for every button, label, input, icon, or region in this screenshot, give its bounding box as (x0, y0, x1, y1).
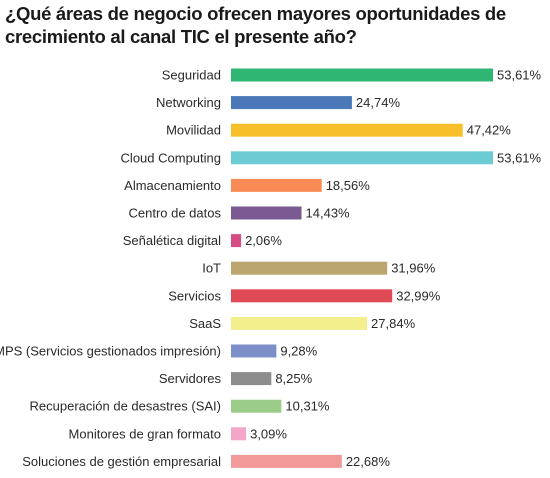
bar-senaletica-digital (231, 234, 242, 248)
bar-networking (231, 96, 352, 110)
value-label-mps-servicios-gestionados-impresion: 9,28% (280, 344, 317, 359)
bar-movilidad (231, 123, 463, 137)
bar-cloud-computing (231, 151, 493, 165)
value-label-seguridad: 53,61% (497, 68, 542, 83)
bar-iot (231, 261, 388, 275)
value-label-servidores: 8,25% (275, 371, 312, 386)
category-label-seguridad: Seguridad (162, 68, 221, 83)
category-label-servicios: Servicios (168, 288, 221, 303)
value-label-monitores-de-gran-formato: 3,09% (250, 426, 287, 441)
value-label-soluciones-de-gestion-empresarial: 22,68% (346, 454, 391, 469)
category-label-mps-servicios-gestionados-impresion: MPS (Servicios gestionados impresión) (0, 344, 221, 359)
category-label-centro-de-datos: Centro de datos (128, 206, 221, 221)
value-label-saas: 27,84% (371, 316, 416, 331)
value-label-iot: 31,96% (391, 261, 436, 276)
value-label-cloud-computing: 53,61% (497, 150, 542, 165)
value-label-centro-de-datos: 14,43% (306, 206, 351, 221)
bar-almacenamiento (231, 178, 322, 192)
category-label-almacenamiento: Almacenamiento (124, 178, 221, 193)
chart-title: ¿Qué áreas de negocio ofrecen mayores op… (5, 3, 506, 47)
category-label-soluciones-de-gestion-empresarial: Soluciones de gestión empresarial (22, 454, 221, 469)
category-label-senaletica-digital: Señalética digital (123, 233, 221, 248)
bar-saas (231, 316, 368, 330)
value-label-almacenamiento: 18,56% (326, 178, 371, 193)
value-label-senaletica-digital: 2,06% (245, 233, 282, 248)
bar-monitores-de-gran-formato (231, 427, 247, 441)
value-label-recuperacion-de-desastres-sai: 10,31% (285, 399, 330, 414)
category-label-movilidad: Movilidad (166, 123, 221, 138)
bar-servicios (231, 289, 393, 303)
category-label-saas: SaaS (189, 316, 221, 331)
category-label-servidores: Servidores (159, 371, 222, 386)
bar-soluciones-de-gestion-empresarial (231, 454, 342, 468)
bar-seguridad (231, 68, 493, 82)
category-label-networking: Networking (156, 95, 221, 110)
bar-mps-servicios-gestionados-impresion (231, 344, 277, 358)
bar-centro-de-datos (231, 206, 302, 220)
category-label-cloud-computing: Cloud Computing (121, 150, 221, 165)
category-label-recuperacion-de-desastres-sai: Recuperación de desastres (SAI) (30, 399, 221, 414)
bar-recuperacion-de-desastres-sai (231, 399, 282, 413)
value-label-networking: 24,74% (356, 95, 401, 110)
bar-servidores (231, 372, 272, 386)
category-label-iot: IoT (202, 261, 221, 276)
value-label-servicios: 32,99% (396, 288, 441, 303)
category-label-monitores-de-gran-formato: Monitores de gran formato (69, 426, 221, 441)
value-label-movilidad: 47,42% (467, 123, 512, 138)
